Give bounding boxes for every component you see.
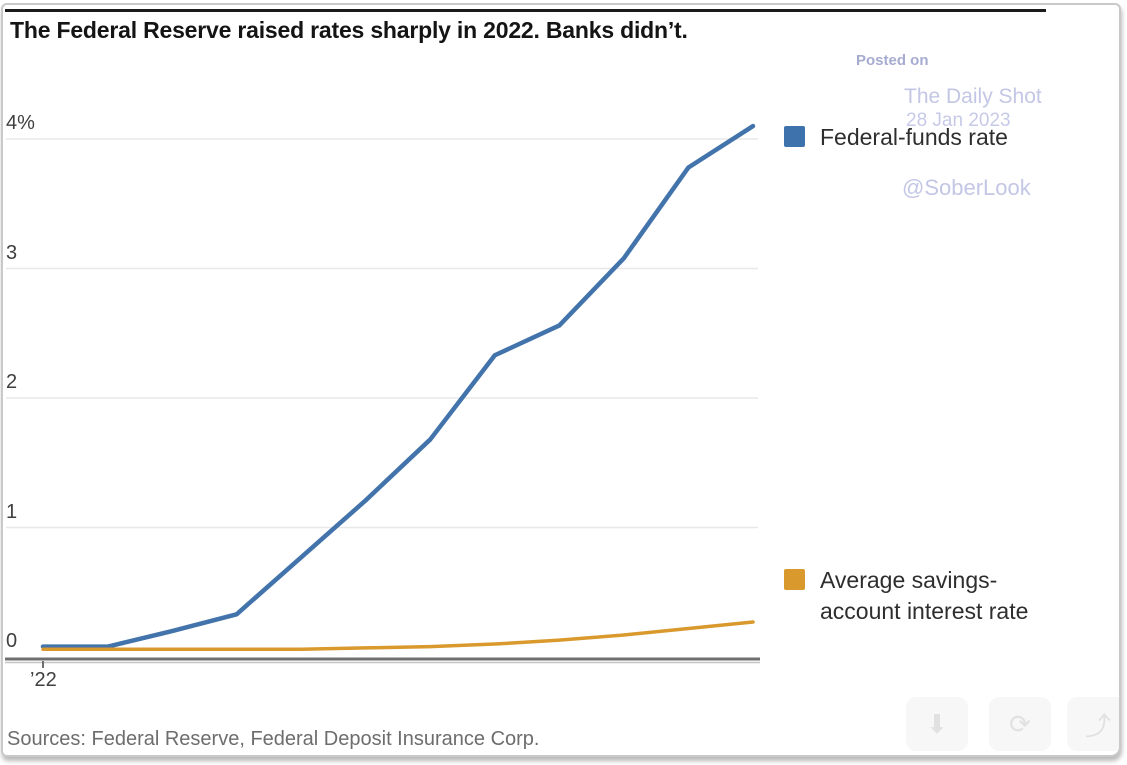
x-axis-tick-label: ’22	[30, 669, 57, 691]
chart-canvas	[5, 123, 760, 668]
y-axis-tick-label: 3	[6, 241, 18, 264]
legend-label-savings-line2: account interest rate	[820, 598, 1029, 624]
refresh-icon: ⟳	[1009, 708, 1031, 739]
y-axis-tick-label: 0	[6, 630, 18, 652]
refresh-button[interactable]: ⟳	[989, 697, 1051, 751]
chart-card: The Federal Reserve raised rates sharply…	[1, 3, 1121, 757]
legend-item-federal-funds-rate: Federal-funds rate	[784, 122, 1008, 153]
legend-label-savings-line1: Average savings-	[820, 567, 998, 593]
watermark-posted-on: Posted on	[856, 52, 929, 69]
watermark-handle: @SoberLook	[902, 175, 1031, 200]
series-line-savings	[41, 620, 755, 651]
title-top-rule	[5, 9, 1046, 12]
legend-label-savings-rate: Average savings- account interest rate	[820, 565, 1028, 627]
watermark-date: 28 Jan 2023	[906, 110, 1011, 131]
source-note: Sources: Federal Reserve, Federal Deposi…	[7, 728, 540, 750]
legend-label-federal-funds-rate: Federal-funds rate	[820, 124, 1008, 150]
legend-item-savings-rate: Average savings- account interest rate	[784, 565, 1028, 627]
y-axis-tick-label: 4%	[6, 112, 35, 134]
share-button[interactable]: ⤴	[1067, 697, 1119, 751]
download-button[interactable]: ⬇	[906, 697, 968, 751]
watermark-site-name: The Daily Shot	[904, 85, 1042, 108]
series-line-federal-funds	[40, 123, 756, 649]
y-axis-tick-label: 2	[6, 371, 18, 393]
legend-swatch-blue-icon	[784, 126, 805, 147]
chart-title: The Federal Reserve raised rates sharply…	[10, 17, 688, 43]
download-icon: ⬇	[926, 708, 948, 739]
legend-swatch-orange-icon	[784, 569, 805, 590]
share-icon: ⤴	[1084, 710, 1111, 741]
y-axis-tick-label: 1	[6, 500, 18, 523]
